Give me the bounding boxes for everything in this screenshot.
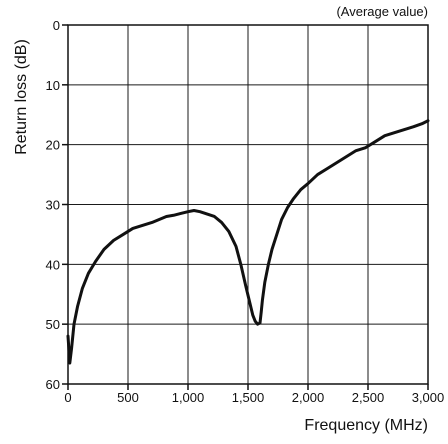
y-tick-label: 20: [46, 138, 60, 153]
grid: [67, 24, 429, 385]
x-tick-label: 500: [117, 390, 139, 405]
x-tick-label: 2,000: [292, 390, 325, 405]
y-axis: 0 10 20 30 40 50 60: [46, 18, 68, 392]
x-tick-label: 0: [64, 390, 71, 405]
y-axis-label: Return loss (dB): [13, 39, 30, 155]
y-tick-label: 60: [46, 377, 60, 392]
y-tick-label: 30: [46, 198, 60, 213]
x-tick-label: 1,000: [172, 390, 205, 405]
x-tick-label: 2,500: [352, 390, 385, 405]
x-axis-label: Frequency (MHz): [304, 417, 428, 434]
y-tick-label: 10: [46, 78, 60, 93]
chart-annotation: (Average value): [336, 4, 428, 19]
y-tick-label: 40: [46, 257, 60, 272]
x-axis: 0 500 1,000 1,500 2,000 2,500 3,000: [64, 384, 444, 405]
x-tick-label: 3,000: [412, 390, 445, 405]
y-tick-label: 50: [46, 317, 60, 332]
y-tick-label: 0: [53, 18, 60, 33]
series-line-0: [66, 119, 430, 365]
series-layer: [66, 119, 430, 365]
x-tick-label: 1,500: [232, 390, 265, 405]
